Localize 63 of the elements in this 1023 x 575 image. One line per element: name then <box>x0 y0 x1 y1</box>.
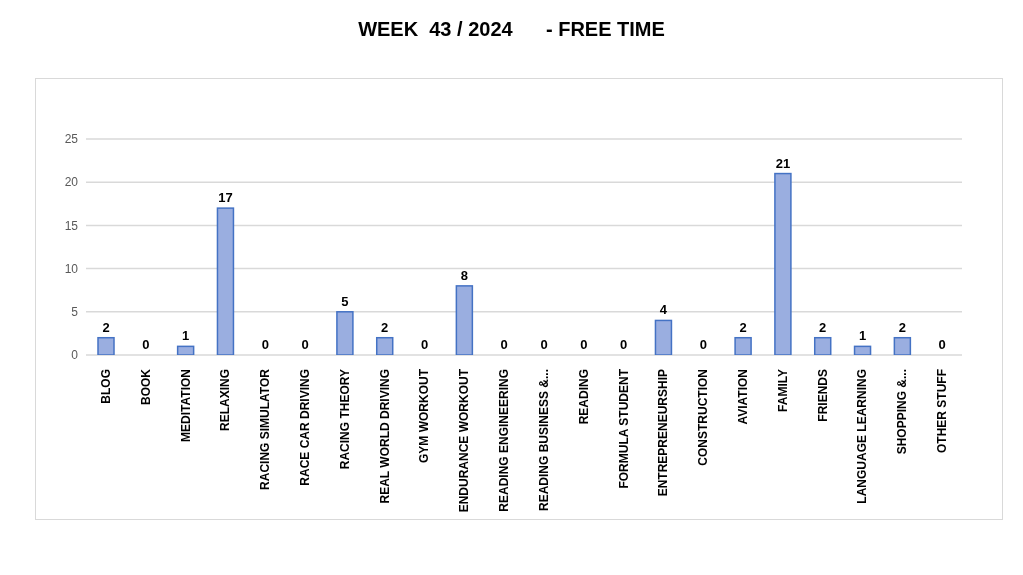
data-label: 2 <box>739 319 747 335</box>
x-tick-label: MEDITATION <box>178 369 193 442</box>
x-tick-label: READING BUSINESS &... <box>536 369 551 512</box>
x-tick-label: READING <box>576 369 591 425</box>
x-tick-label: SHOPPING &... <box>895 369 910 455</box>
x-tick-label: ENDURANCE WORKOUT <box>457 368 472 513</box>
data-label: 0 <box>301 337 309 352</box>
data-label: 2 <box>102 319 110 335</box>
y-tick-label: 10 <box>64 261 79 276</box>
bar <box>375 336 394 355</box>
x-tick-label: RACE CAR DRIVING <box>298 369 312 486</box>
data-label: 0 <box>699 337 707 352</box>
y-tick-label: 15 <box>64 218 79 233</box>
bar <box>336 311 354 355</box>
data-label: 1 <box>182 328 190 344</box>
bar <box>893 336 912 355</box>
data-label: 0 <box>500 337 508 352</box>
data-label: 1 <box>858 328 867 344</box>
x-tick-label: ENTREPRENEURSHIP <box>656 369 671 497</box>
x-tick-label: FAMILY <box>775 369 790 412</box>
x-tick-label: RACING THEORY <box>337 369 352 470</box>
bar <box>654 319 673 355</box>
x-tick-label: FORMULA STUDENT <box>616 368 631 489</box>
x-tick-label: FRIENDS <box>815 369 830 422</box>
bar <box>734 336 752 355</box>
data-label: 17 <box>218 190 233 206</box>
x-tick-label: GYM WORKOUT <box>417 368 432 463</box>
x-tick-label: LANGUAGE LEARNING <box>855 369 870 504</box>
data-label: 0 <box>420 337 429 352</box>
data-label: 5 <box>341 293 349 309</box>
bar <box>176 345 195 355</box>
data-label: 0 <box>540 337 548 352</box>
x-tick-label: AVIATION <box>736 369 750 425</box>
data-label: 0 <box>580 337 588 352</box>
x-tick-label: READING ENGINEERING <box>497 369 512 512</box>
y-tick-label: 20 <box>64 175 79 190</box>
data-label: 2 <box>898 319 906 335</box>
data-label: 2 <box>381 319 389 335</box>
x-tick-label: RELAXING <box>218 369 233 432</box>
data-label: 0 <box>261 337 269 352</box>
y-tick-label: 5 <box>71 305 79 320</box>
x-tick-label: REAL WORLD DRIVING <box>377 369 392 504</box>
y-tick-label: 25 <box>64 132 79 147</box>
data-label: 2 <box>819 319 827 335</box>
bar <box>853 345 872 355</box>
bar <box>97 336 115 355</box>
data-label: 21 <box>775 155 791 171</box>
x-tick-label: BOOK <box>138 368 153 405</box>
x-tick-label: BLOG <box>98 369 113 404</box>
bar <box>216 207 235 355</box>
data-label: 0 <box>142 337 150 352</box>
bar <box>813 336 832 355</box>
y-tick-label: 0 <box>71 348 79 363</box>
x-tick-label: RACING SIMULATOR <box>258 368 273 490</box>
data-label: 0 <box>938 337 946 352</box>
data-label: 8 <box>460 267 468 283</box>
bar <box>455 285 474 355</box>
x-tick-label: OTHER STUFF <box>935 369 950 453</box>
bar <box>774 172 792 355</box>
data-label: 0 <box>620 337 628 352</box>
x-tick-label: CONSTRUCTION <box>696 369 711 466</box>
chart-title: WEEK 43 / 2024 - FREE TIME <box>357 18 666 42</box>
data-label: 4 <box>659 302 668 318</box>
